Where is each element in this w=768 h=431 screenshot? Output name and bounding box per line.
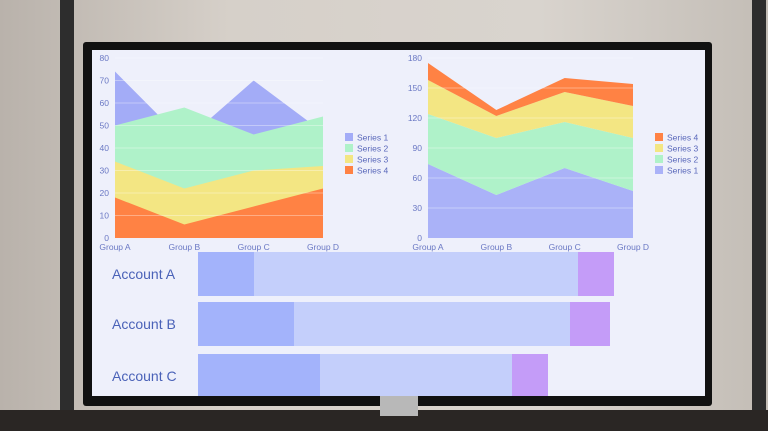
y-tick-label: 80 xyxy=(100,53,110,63)
y-tick-label: 30 xyxy=(413,203,423,213)
legend-label: Series 4 xyxy=(667,133,698,143)
legend-label: Series 3 xyxy=(667,144,698,154)
area-series-2 xyxy=(428,114,633,195)
legend-swatch xyxy=(655,155,663,163)
x-tick-label: Group A xyxy=(99,242,131,252)
x-tick-label: Group B xyxy=(481,242,513,252)
area-series-4 xyxy=(115,188,323,238)
legend-swatch xyxy=(345,133,353,141)
legend-swatch xyxy=(345,166,353,174)
legend-label: Series 1 xyxy=(357,133,388,143)
area-series-1 xyxy=(428,164,633,238)
x-tick-label: Group A xyxy=(412,242,444,252)
bar-segment xyxy=(320,354,512,396)
y-tick-label: 60 xyxy=(413,173,423,183)
y-tick-label: 90 xyxy=(413,143,423,153)
tv-shelf xyxy=(0,410,768,431)
legend-swatch xyxy=(655,166,663,174)
account-bar-chart: Account A Account B Account C xyxy=(112,252,614,396)
legend-swatch xyxy=(345,144,353,152)
legend-label: Series 1 xyxy=(667,166,698,176)
stacked-area-chart: 0 30 60 90 120 150 180 Group A Group B Group C Gro… xyxy=(408,53,699,252)
x-tick-label: Group D xyxy=(307,242,339,252)
y-tick-label: 10 xyxy=(100,211,110,221)
bar-segment xyxy=(578,252,614,296)
bar-segment xyxy=(198,354,320,396)
legend-swatch xyxy=(345,155,353,163)
x-tick-label: Group C xyxy=(549,242,581,252)
x-tick-label: Group D xyxy=(617,242,649,252)
overlap-area-chart: 0 10 20 30 40 50 60 70 80 Group A Group B Group C Gr… xyxy=(99,53,388,252)
bar-segment xyxy=(512,354,548,396)
y-tick-label: 30 xyxy=(100,166,110,176)
area-series-3 xyxy=(428,80,633,138)
legend-swatch xyxy=(655,133,663,141)
y-tick-label: 20 xyxy=(100,188,110,198)
account-label: Account B xyxy=(112,316,176,332)
y-tick-label: 150 xyxy=(408,83,422,93)
area-series-4 xyxy=(428,63,633,116)
y-tick-label: 180 xyxy=(408,53,422,63)
account-label: Account A xyxy=(112,266,176,282)
y-tick-label: 60 xyxy=(100,98,110,108)
legend-label: Series 2 xyxy=(667,155,698,165)
legend-label: Series 2 xyxy=(357,144,388,154)
y-tick-label: 0 xyxy=(104,233,109,243)
bar-segment xyxy=(254,252,578,296)
x-tick-label: Group B xyxy=(169,242,201,252)
y-tick-label: 0 xyxy=(417,233,422,243)
wall-pipe-right xyxy=(752,0,766,431)
tv-stand xyxy=(380,396,418,416)
wall-pipe-left xyxy=(60,0,74,431)
bar-segment xyxy=(198,302,294,346)
legend-label: Series 4 xyxy=(357,166,388,176)
bar-segment xyxy=(294,302,570,346)
y-tick-label: 120 xyxy=(408,113,422,123)
bar-segment xyxy=(570,302,610,346)
y-tick-label: 50 xyxy=(100,121,110,131)
bar-segment xyxy=(198,252,254,296)
y-tick-label: 70 xyxy=(100,76,110,86)
account-label: Account C xyxy=(112,368,177,384)
legend-label: Series 3 xyxy=(357,155,388,165)
y-tick-label: 40 xyxy=(100,143,110,153)
x-tick-label: Group C xyxy=(238,242,270,252)
legend-swatch xyxy=(655,144,663,152)
